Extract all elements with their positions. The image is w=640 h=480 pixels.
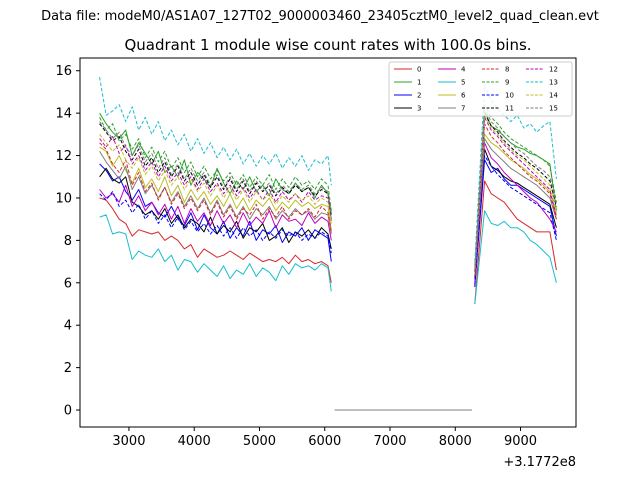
series-line	[474, 114, 557, 275]
series-line	[474, 85, 557, 262]
legend-label: 14	[549, 92, 558, 100]
series-line	[474, 180, 557, 305]
x-tick-label: 8000	[439, 434, 472, 449]
series-line	[474, 104, 557, 271]
series-line	[474, 116, 557, 277]
series-line	[99, 214, 332, 292]
y-tick-label: 2	[64, 361, 72, 376]
series-line	[99, 133, 332, 224]
series-line	[99, 197, 332, 283]
y-tick-label: 10	[55, 191, 72, 206]
legend-box	[388, 61, 573, 117]
legend-label: 3	[417, 105, 421, 113]
chart-suptitle: Data file: modeM0/AS1A07_127T02_90000034…	[41, 9, 599, 24]
legend-label: 5	[461, 79, 465, 87]
series-line	[99, 191, 332, 254]
y-tick-label: 6	[64, 276, 72, 291]
legend-label: 0	[417, 66, 421, 74]
series-line	[99, 117, 332, 211]
x-tick-label: 4000	[178, 434, 211, 449]
legend-label: 8	[505, 66, 509, 74]
series-line	[99, 123, 332, 215]
series-layer	[99, 77, 557, 411]
series-line	[474, 148, 557, 279]
series-line	[474, 112, 557, 273]
y-axis: 0 2 4 6 8 10 12 14 16	[55, 64, 80, 419]
legend-label: 12	[549, 66, 558, 74]
series-line	[474, 108, 557, 271]
y-tick-label: 12	[55, 149, 72, 164]
legend-label: 9	[505, 79, 509, 87]
chart-title: Quadrant 1 module wise count rates with …	[124, 36, 531, 54]
series-line	[474, 155, 557, 285]
series-line	[99, 151, 332, 235]
series-15	[99, 108, 557, 411]
y-tick-label: 8	[64, 234, 72, 249]
series-line	[474, 142, 557, 283]
y-tick-label: 4	[64, 319, 72, 334]
legend-label: 15	[549, 105, 558, 113]
x-tick-label: 9000	[504, 434, 537, 449]
x-offset-label: +3.1772e8	[503, 455, 576, 470]
legend-label: 1	[417, 79, 421, 87]
series-line	[99, 77, 332, 186]
legend-label: 2	[417, 92, 421, 100]
y-tick-label: 16	[55, 64, 72, 79]
legend-label: 10	[505, 92, 514, 100]
legend-label: 4	[461, 66, 466, 74]
x-axis: 3000 4000 5000 6000 7000 8000 9000	[112, 427, 537, 449]
x-tick-label: 3000	[112, 434, 145, 449]
series-line	[474, 123, 557, 279]
series-line	[474, 210, 557, 305]
legend-label: 6	[461, 92, 466, 100]
y-tick-label: 0	[64, 404, 72, 419]
series-line	[474, 138, 557, 281]
series-line	[99, 142, 332, 232]
y-tick-label: 14	[55, 107, 72, 122]
legend-label: 7	[461, 105, 465, 113]
x-tick-label: 5000	[243, 434, 276, 449]
series-line	[99, 146, 332, 230]
x-tick-label: 7000	[373, 434, 406, 449]
plot-frame	[79, 57, 577, 428]
x-tick-label: 6000	[308, 434, 341, 449]
series-line	[99, 184, 332, 241]
legend-label: 11	[505, 105, 514, 113]
series-line	[474, 133, 557, 277]
series-line	[99, 121, 332, 213]
legend-label: 13	[549, 79, 558, 87]
